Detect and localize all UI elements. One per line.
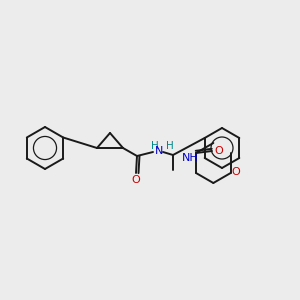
Text: H: H <box>166 141 174 151</box>
Text: O: O <box>231 167 240 177</box>
Text: O: O <box>132 175 140 185</box>
Text: N: N <box>155 146 163 156</box>
Text: H: H <box>151 141 159 151</box>
Text: O: O <box>214 146 224 156</box>
Text: NH: NH <box>182 153 198 163</box>
